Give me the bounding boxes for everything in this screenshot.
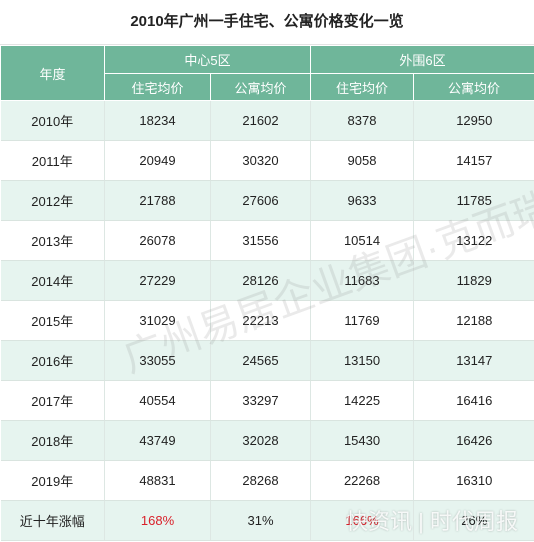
col-header: 住宅均价: [310, 73, 415, 101]
price-cell: 26078: [104, 220, 211, 261]
price-cell: 27606: [209, 180, 311, 221]
table-row: 2011年 20949 30320 9058 14157: [0, 140, 534, 181]
table-row: 2019年 48831 28268 22268 16310: [0, 460, 534, 501]
table-row: 2017年 40554 33297 14225 16416: [0, 380, 534, 421]
price-cell: 9633: [310, 180, 414, 221]
price-cell: 12188: [413, 300, 534, 341]
price-cell: 28268: [209, 460, 311, 501]
price-cell: 31556: [209, 220, 311, 261]
table-title: 2010年广州一手住宅、公寓价格变化一览: [0, 0, 534, 45]
price-cell: 40554: [104, 380, 211, 421]
price-cell: 22213: [209, 300, 311, 341]
price-cell: 15430: [310, 420, 414, 461]
table-row: 2016年 33055 24565 13150 13147: [0, 340, 534, 381]
table-row: 2018年 43749 32028 15430 16426: [0, 420, 534, 461]
group-header-center: 中心5区: [103, 45, 312, 74]
table-row: 2010年 18234 21602 8378 12950: [0, 100, 534, 141]
year-cell: 2015年: [0, 300, 105, 341]
growth-cell: 166%: [310, 500, 414, 541]
table-row: 2014年 27229 28126 11683 11829: [0, 260, 534, 301]
price-cell: 11829: [413, 260, 534, 301]
price-table: 年度 中心5区 外围6区 住宅均价 公寓均价 住宅均价 公寓均价 2010年 18…: [0, 45, 534, 541]
price-cell: 21602: [209, 100, 311, 141]
year-cell: 2018年: [0, 420, 105, 461]
summary-row: 近十年涨幅 168% 31% 166% 26%: [0, 500, 534, 541]
year-cell: 2016年: [0, 340, 105, 381]
year-header: 年度: [0, 45, 105, 101]
price-cell: 18234: [104, 100, 211, 141]
year-cell: 2019年: [0, 460, 105, 501]
price-cell: 33297: [209, 380, 311, 421]
price-cell: 11683: [310, 260, 414, 301]
price-cell: 32028: [209, 420, 311, 461]
growth-cell: 31%: [209, 500, 311, 541]
growth-cell: 168%: [104, 500, 211, 541]
price-cell: 13147: [413, 340, 534, 381]
price-cell: 22268: [310, 460, 414, 501]
price-cell: 33055: [104, 340, 211, 381]
price-cell: 28126: [209, 260, 311, 301]
price-cell: 43749: [104, 420, 211, 461]
price-cell: 24565: [209, 340, 311, 381]
price-cell: 27229: [104, 260, 211, 301]
price-cell: 11769: [310, 300, 414, 341]
price-cell: 48831: [104, 460, 211, 501]
year-cell: 2011年: [0, 140, 105, 181]
year-cell: 2012年: [0, 180, 105, 221]
group-header-outer: 外围6区: [310, 45, 534, 74]
year-cell: 2013年: [0, 220, 105, 261]
price-cell: 16416: [413, 380, 534, 421]
price-cell: 14157: [413, 140, 534, 181]
year-cell: 2017年: [0, 380, 105, 421]
table-row: 2015年 31029 22213 11769 12188: [0, 300, 534, 341]
price-cell: 16426: [413, 420, 534, 461]
growth-cell: 26%: [413, 500, 534, 541]
year-cell: 2010年: [0, 100, 105, 141]
price-cell: 21788: [104, 180, 211, 221]
table-row: 2013年 26078 31556 10514 13122: [0, 220, 534, 261]
price-cell: 9058: [310, 140, 414, 181]
price-cell: 31029: [104, 300, 211, 341]
price-cell: 11785: [413, 180, 534, 221]
price-cell: 12950: [413, 100, 534, 141]
summary-label: 近十年涨幅: [0, 500, 105, 541]
price-cell: 10514: [310, 220, 414, 261]
price-cell: 8378: [310, 100, 414, 141]
price-cell: 16310: [413, 460, 534, 501]
price-cell: 30320: [209, 140, 311, 181]
col-header: 公寓均价: [209, 73, 312, 101]
col-header: 住宅均价: [104, 73, 211, 101]
year-cell: 2014年: [0, 260, 105, 301]
table-row: 2012年 21788 27606 9633 11785: [0, 180, 534, 221]
price-cell: 13150: [310, 340, 414, 381]
price-cell: 20949: [104, 140, 211, 181]
col-header: 公寓均价: [413, 73, 534, 101]
price-cell: 13122: [413, 220, 534, 261]
price-cell: 14225: [310, 380, 414, 421]
